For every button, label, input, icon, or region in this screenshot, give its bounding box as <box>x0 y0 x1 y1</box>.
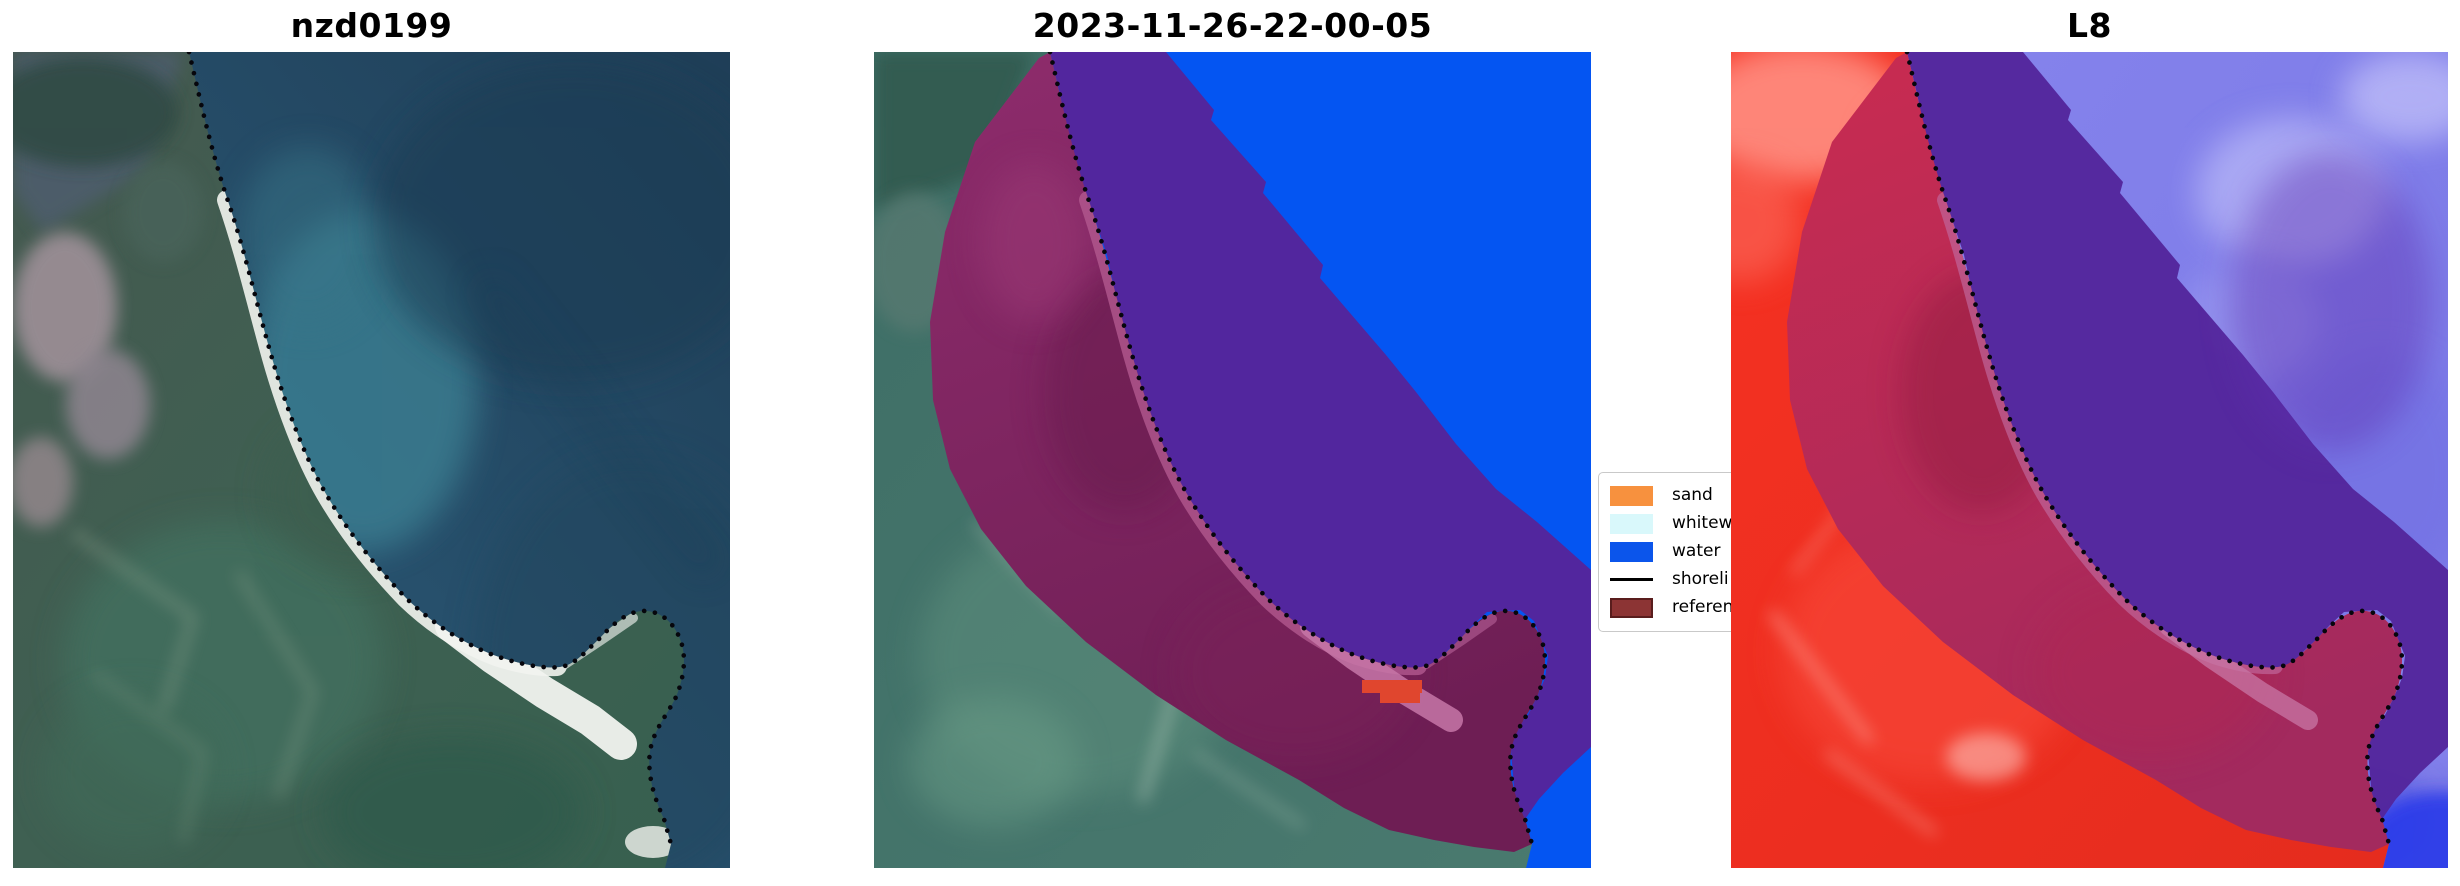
legend-item-sand: sand <box>1610 482 1841 509</box>
legend-item-shoreline: shoreli <box>1610 566 1841 593</box>
shoreline-dotted-path <box>1047 52 1548 847</box>
landsat-index-image <box>1731 52 2448 868</box>
shoreline-dotted-path <box>1904 52 2405 847</box>
legend-label-sand: sand <box>1672 485 1713 505</box>
panel-title-satellite: L8 <box>2067 6 2112 45</box>
legend-label-water: water <box>1672 541 1721 561</box>
panel-title-sitename: nzd0199 <box>290 6 453 45</box>
buffer-water-highlight <box>2231 152 2431 452</box>
legend-swatch-reference <box>1610 597 1653 618</box>
legend-label-shoreline: shoreli <box>1672 569 1729 589</box>
shoreline-dotted-path <box>186 52 687 847</box>
rgb-image <box>13 52 730 868</box>
buffer-over-water-region <box>1907 52 2448 844</box>
reference-buffer-region <box>1787 52 2402 852</box>
panel-classification: 2023-11-26-22-00-05 <box>874 6 1591 868</box>
legend-item-reference: referen <box>1610 594 1841 621</box>
classification-image <box>874 52 1591 868</box>
legend-swatch-sand <box>1610 485 1653 506</box>
panel-title-date: 2023-11-26-22-00-05 <box>1032 6 1433 45</box>
buffer-over-water-region <box>1050 52 1591 844</box>
legend-item-water: water <box>1610 538 1841 565</box>
legend-swatch-whitewater <box>1610 513 1653 534</box>
legend-item-whitewater: whitew <box>1610 510 1841 537</box>
legend-swatch-water <box>1610 541 1653 562</box>
sand-patch <box>1362 680 1422 703</box>
legend-label-whitewater: whitew <box>1672 513 1733 533</box>
panel-landsat: L8 <box>1731 6 2448 868</box>
panel-rgb-image: nzd0199 <box>13 6 730 868</box>
legend-label-reference: referen <box>1672 597 1734 617</box>
legend-line-shoreline <box>1610 578 1653 581</box>
